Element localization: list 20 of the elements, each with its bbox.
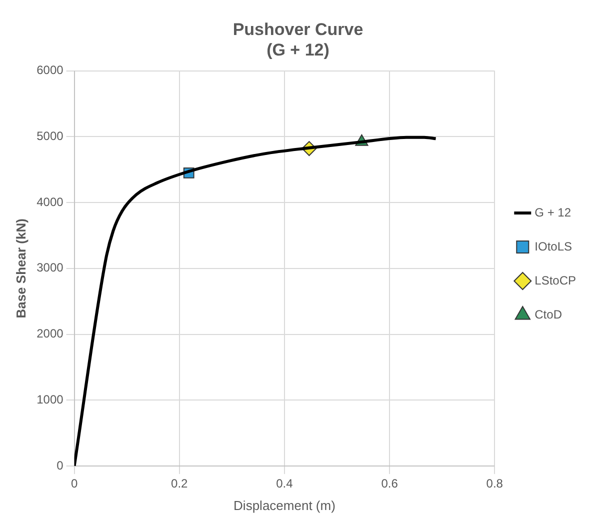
x-tick-label: 0.8 — [486, 476, 504, 491]
y-tick-label: 0 — [56, 458, 64, 472]
y-tick-label: 1000 — [36, 392, 64, 406]
x-tick-label: 0.4 — [276, 476, 294, 491]
x-tick-label: 0.6 — [381, 476, 398, 491]
y-axis-title: Base Shear (kN) — [13, 218, 28, 318]
legend-label: CtoD — [534, 307, 562, 322]
text: Pushover Curve — [232, 20, 364, 39]
legend-label: LStoCP — [534, 273, 576, 288]
y-tick-label: 3000 — [36, 260, 64, 275]
x-tick-label: 0.2 — [171, 476, 188, 491]
y-tick-label: 2000 — [36, 326, 64, 341]
legend-label: G + 12 — [534, 205, 572, 220]
x-axis-title: Displacement (m) — [234, 498, 336, 513]
text: (G + 12) — [266, 40, 330, 60]
legend-label: IOtoLS — [534, 239, 572, 254]
y-tick-label: 6000 — [36, 63, 64, 78]
y-tick-label: 4000 — [36, 194, 64, 209]
x-tick-label: 0 — [70, 476, 78, 491]
y-tick-label: 5000 — [36, 128, 64, 143]
